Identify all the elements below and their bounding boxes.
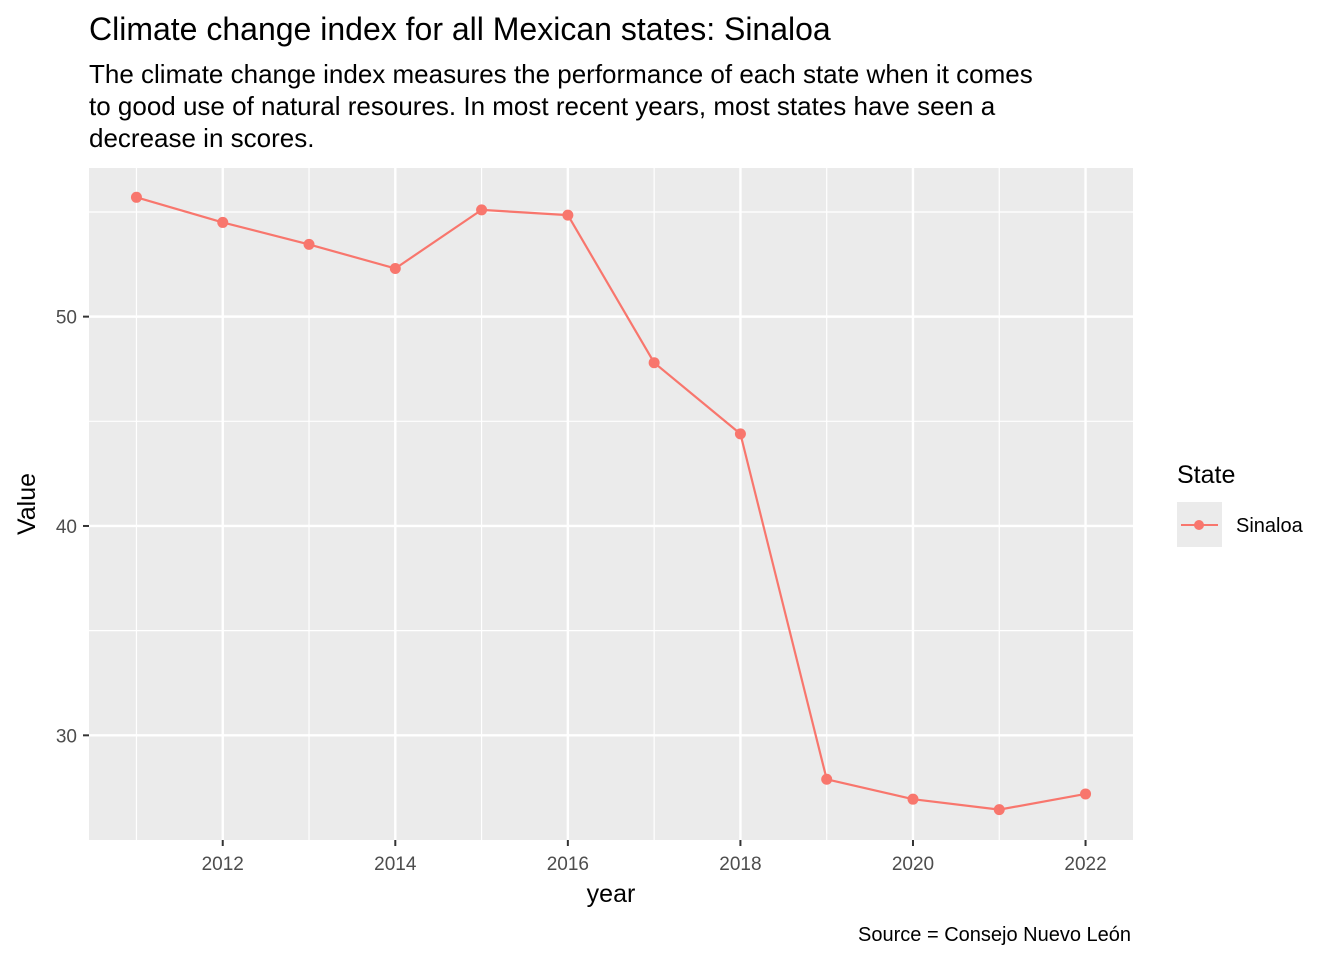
grid-layer [89, 168, 1133, 840]
chart-caption: Source = Consejo Nuevo León [858, 924, 1131, 946]
data-point [648, 357, 660, 369]
y-tick-label: 30 [56, 726, 77, 747]
legend-label-sinaloa: Sinaloa [1236, 515, 1304, 537]
series-line-sinaloa [136, 196, 1086, 811]
data-point [821, 773, 833, 785]
data-point [217, 216, 229, 228]
x-tick-label: 2012 [202, 854, 244, 875]
data-point [1080, 788, 1092, 800]
legend-key-point [1194, 520, 1204, 530]
data-point [476, 204, 488, 216]
legend-title: State [1177, 461, 1235, 489]
x-tick-label: 2020 [892, 854, 934, 875]
x-axis-title: year [587, 880, 636, 908]
x-tick-label: 2014 [374, 854, 417, 875]
y-axis-title: Value [13, 473, 41, 535]
data-point [562, 209, 574, 221]
chart-subtitle-line-1: The climate change index measures the pe… [89, 59, 1033, 89]
x-tick-label: 2018 [719, 854, 761, 875]
chart-title: Climate change index for all Mexican sta… [89, 11, 831, 47]
x-tick-label: 2022 [1064, 854, 1106, 875]
data-point [734, 428, 746, 440]
chart-subtitle-line-3: decrease in scores. [89, 123, 314, 153]
data-point [303, 238, 315, 250]
data-point [130, 191, 142, 203]
y-tick-label: 40 [56, 517, 77, 538]
x-tick-label: 2016 [547, 854, 589, 875]
y-tick-label: 50 [56, 308, 77, 329]
data-point [993, 804, 1005, 816]
data-point [907, 793, 919, 805]
plot-panel [89, 168, 1133, 840]
data-point [389, 262, 401, 274]
chart-subtitle-line-2: to good use of natural resoures. In most… [89, 91, 996, 121]
axis-layer: 2012 2014 2016 2018 2020 2022 30 40 50 [56, 308, 1107, 875]
series-layer [130, 191, 1092, 816]
